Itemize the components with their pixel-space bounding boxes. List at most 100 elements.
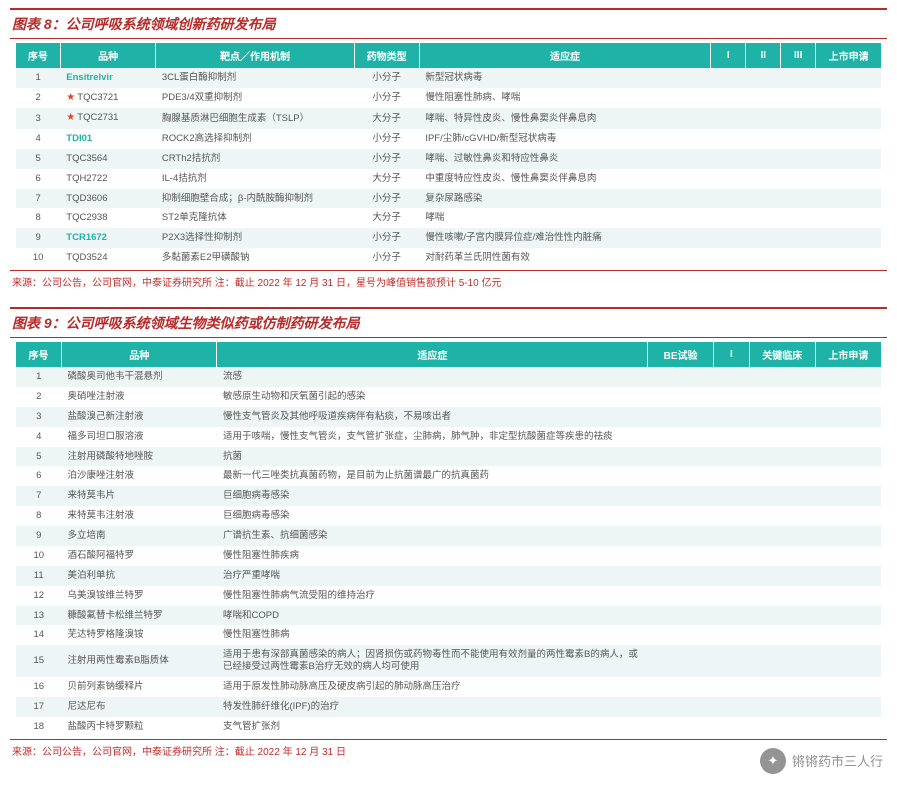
cell — [648, 486, 714, 506]
cell: 磷酸奥司他韦干混悬剂 — [61, 367, 217, 387]
cell: 1 — [16, 68, 60, 88]
cell: 8 — [16, 208, 60, 228]
cell: 贝前列素钠缓释片 — [61, 677, 217, 697]
table-row: 9TCR1672P2X3选择性抑制剂小分子慢性咳嗽/子宫内膜异位症/难治性性内脏… — [16, 228, 881, 248]
cell — [749, 367, 815, 387]
cell: 14 — [16, 625, 61, 645]
cell: 16 — [16, 677, 61, 697]
table-row: 5注射用磷酸特地唑胺抗菌 — [16, 447, 881, 467]
chart-8-source: 来源：公司公告，公司官网，中泰证券研究所 注：截止 2022 年 12 月 31… — [10, 270, 887, 289]
table-row: 4福多司坦口服溶液适用于咳喘，慢性支气管炎，支气管扩张症，尘肺病，肺气肿，非定型… — [16, 427, 881, 447]
cell — [713, 486, 749, 506]
chart-9-source: 来源：公司公告，公司官网，中泰证券研究所 注：截止 2022 年 12 月 31… — [10, 739, 887, 758]
cell: 来特莫韦注射液 — [61, 506, 217, 526]
cell: 适用于患有深部真菌感染的病人；因肾损伤或药物毒性而不能使用有效剂量的两性霉素B的… — [217, 645, 648, 677]
cell: ★TQC3721 — [60, 88, 156, 109]
cell — [746, 228, 781, 248]
cell — [781, 129, 816, 149]
column-header: 品种 — [61, 342, 217, 367]
table-row: 8来特莫韦注射液巨细胞病毒感染 — [16, 506, 881, 526]
cell: 17 — [16, 697, 61, 717]
cell — [711, 88, 746, 109]
cell: Ensitrelvir — [60, 68, 156, 88]
watermark: ✦ 锵锵药市三人行 — [760, 748, 883, 774]
cell — [781, 228, 816, 248]
cell: 巨细胞病毒感染 — [217, 506, 648, 526]
cell — [749, 586, 815, 606]
cell — [749, 427, 815, 447]
star-icon: ★ — [66, 112, 75, 125]
cell: 9 — [16, 526, 61, 546]
cell: 3 — [16, 407, 61, 427]
cell — [815, 677, 881, 697]
table-row: 15注射用两性霉素B脂质体适用于患有深部真菌感染的病人；因肾损伤或药物毒性而不能… — [16, 645, 881, 677]
cell — [648, 697, 714, 717]
wechat-icon: ✦ — [760, 748, 786, 774]
cell: 11 — [16, 566, 61, 586]
cell — [815, 367, 881, 387]
table-row: 1Ensitrelvir3CL蛋白酶抑制剂小分子新型冠状病毒 — [16, 68, 881, 88]
chart-8-table: 序号品种靶点／作用机制药物类型适应症IIIIII上市申请 1Ensitrelvi… — [16, 43, 881, 268]
column-header: 适应症 — [419, 43, 710, 68]
cell: 13 — [16, 606, 61, 626]
cell — [648, 447, 714, 467]
cell: 治疗严重哮喘 — [217, 566, 648, 586]
cell: 新型冠状病毒 — [419, 68, 710, 88]
cell — [713, 447, 749, 467]
cell: 小分子 — [354, 228, 419, 248]
chart-9-header-row: 序号品种适应症BE试验I关键临床上市申请 — [16, 342, 881, 367]
table-row: 2奥硝唑注射液敏感原生动物和厌氧菌引起的感染 — [16, 387, 881, 407]
cell — [815, 447, 881, 467]
column-header: 序号 — [16, 43, 60, 68]
chart-9-title: 图表 9：公司呼吸系统领域生物类似药或仿制药研发布局 — [10, 307, 887, 338]
cell: 小分子 — [354, 68, 419, 88]
cell — [713, 506, 749, 526]
cell: 乌美溴铵维兰特罗 — [61, 586, 217, 606]
column-header: 适应症 — [217, 342, 648, 367]
cell: 小分子 — [354, 129, 419, 149]
cell: 巨细胞病毒感染 — [217, 486, 648, 506]
cell — [815, 717, 881, 737]
cell — [648, 387, 714, 407]
cell — [749, 387, 815, 407]
cell: 大分子 — [354, 169, 419, 189]
cell — [749, 506, 815, 526]
cell — [816, 169, 881, 189]
cell: 小分子 — [354, 88, 419, 109]
cell: 芜达特罗格隆溴铵 — [61, 625, 217, 645]
cell: 哮喘、过敏性鼻炎和特应性鼻炎 — [419, 149, 710, 169]
cell — [711, 149, 746, 169]
cell: 糠酸氟替卡松维兰特罗 — [61, 606, 217, 626]
cell — [781, 169, 816, 189]
cell: 注射用两性霉素B脂质体 — [61, 645, 217, 677]
cell — [815, 645, 881, 677]
cell — [711, 108, 746, 129]
cell: 5 — [16, 447, 61, 467]
cell: 7 — [16, 486, 61, 506]
cell: ★TQC2731 — [60, 108, 156, 129]
cell — [816, 68, 881, 88]
cell — [749, 546, 815, 566]
cell: 酒石酸阿福特罗 — [61, 546, 217, 566]
cell: CRTh2拮抗剂 — [156, 149, 354, 169]
table-row: 1磷酸奥司他韦干混悬剂流感 — [16, 367, 881, 387]
cell — [781, 68, 816, 88]
table-row: 3★TQC2731胸腺基质淋巴细胞生成素（TSLP）大分子哮喘、特异性皮炎、慢性… — [16, 108, 881, 129]
cell: 复杂尿路感染 — [419, 189, 710, 209]
chart-9-block: 图表 9：公司呼吸系统领域生物类似药或仿制药研发布局 序号品种适应症BE试验I关… — [10, 307, 887, 758]
cell: TQC3564 — [60, 149, 156, 169]
cell: 2 — [16, 88, 60, 109]
cell — [648, 717, 714, 737]
cell: 慢性阻塞性肺病气流受阻的维持治疗 — [217, 586, 648, 606]
table-row: 10酒石酸阿福特罗慢性阻塞性肺疾病 — [16, 546, 881, 566]
cell: 哮喘和COPD — [217, 606, 648, 626]
column-header: I — [713, 342, 749, 367]
table-row: 18盐酸丙卡特罗颗粒支气管扩张剂 — [16, 717, 881, 737]
cell: 哮喘、特异性皮炎、慢性鼻窦炎伴鼻息肉 — [419, 108, 710, 129]
cell — [815, 387, 881, 407]
table-row: 7来特莫韦片巨细胞病毒感染 — [16, 486, 881, 506]
cell: TQH2722 — [60, 169, 156, 189]
table-row: 2★TQC3721PDE3/4双重抑制剂小分子慢性阻塞性肺病、哮喘 — [16, 88, 881, 109]
chart-9-table: 序号品种适应症BE试验I关键临床上市申请 1磷酸奥司他韦干混悬剂流感2奥硝唑注射… — [16, 342, 881, 737]
cell: 2 — [16, 387, 61, 407]
